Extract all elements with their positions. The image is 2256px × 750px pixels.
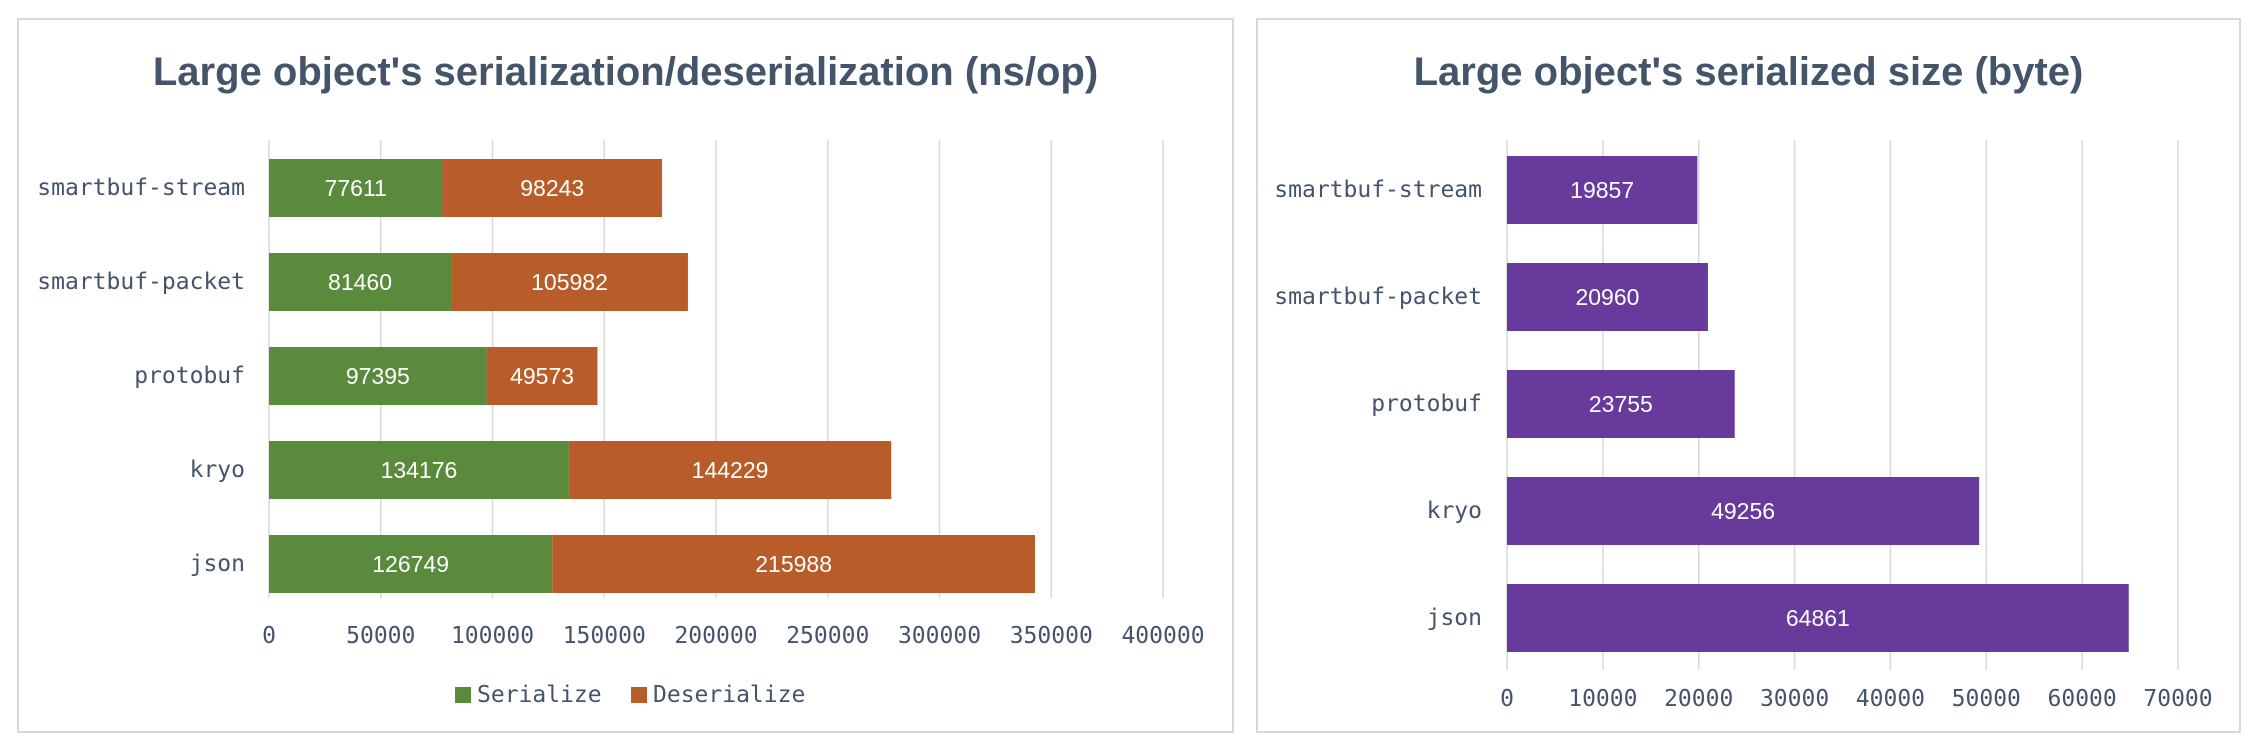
bar-value-label: 144229 bbox=[692, 457, 769, 483]
x-tick-label: 250000 bbox=[786, 623, 869, 649]
bar bbox=[442, 159, 663, 217]
x-tick-label: 200000 bbox=[674, 623, 757, 649]
x-tick-label: 0 bbox=[1500, 686, 1514, 712]
category-label: smartbuf-packet bbox=[37, 269, 245, 295]
category-label: smartbuf-packet bbox=[1274, 284, 1482, 310]
category-label: smartbuf-stream bbox=[37, 175, 245, 201]
x-tick-label: 300000 bbox=[898, 623, 981, 649]
category-label: smartbuf-stream bbox=[1274, 177, 1482, 203]
x-tick-label: 60000 bbox=[2048, 686, 2117, 712]
bar-value-label: 49256 bbox=[1711, 498, 1775, 524]
bar-value-label: 126749 bbox=[372, 551, 449, 577]
bar-value-label: 97395 bbox=[346, 363, 410, 389]
x-tick-label: 50000 bbox=[346, 623, 415, 649]
x-tick-label: 70000 bbox=[2143, 686, 2212, 712]
bar bbox=[1507, 477, 1980, 545]
bar bbox=[1507, 584, 2129, 652]
chart-title-timing: Large object's serialization/deserializa… bbox=[152, 50, 1099, 94]
bar bbox=[269, 535, 553, 593]
bar-value-label: 64861 bbox=[1786, 605, 1850, 631]
category-label: protobuf bbox=[1371, 391, 1482, 417]
chart-title-size: Large object's serialized size (byte) bbox=[1413, 50, 2084, 94]
bar bbox=[451, 253, 688, 311]
size-bar-chart: 0 10000 20000 30000 40000 50000 60000 70000 smar… bbox=[1274, 140, 2213, 712]
x-tick-label: 10000 bbox=[1568, 686, 1637, 712]
bar-value-label: 105982 bbox=[531, 269, 608, 295]
bar bbox=[1507, 156, 1698, 224]
bar bbox=[269, 253, 452, 311]
bar-value-label: 81460 bbox=[328, 269, 392, 295]
x-tick-label: 400000 bbox=[1121, 623, 1204, 649]
category-label: json bbox=[190, 551, 245, 577]
x-tick-label: 50000 bbox=[1952, 686, 2021, 712]
x-tick-label: 30000 bbox=[1760, 686, 1829, 712]
bar-value-label: 98243 bbox=[520, 175, 584, 201]
bar-value-label: 215988 bbox=[755, 551, 832, 577]
x-tick-label: 350000 bbox=[1010, 623, 1093, 649]
bar bbox=[269, 159, 443, 217]
bar-value-label: 49573 bbox=[510, 363, 574, 389]
bar bbox=[1507, 263, 1708, 331]
x-tick-label: 150000 bbox=[563, 623, 646, 649]
bar-value-label: 134176 bbox=[381, 457, 458, 483]
bar-value-label: 19857 bbox=[1570, 177, 1634, 203]
bar bbox=[552, 535, 1036, 593]
chart-panel-timing: Large object's serialization/deserializa… bbox=[17, 18, 1234, 733]
x-tick-label: 40000 bbox=[1856, 686, 1925, 712]
bar bbox=[269, 441, 569, 499]
bar-value-label: 77611 bbox=[325, 175, 387, 201]
category-label: protobuf bbox=[134, 363, 245, 389]
bar bbox=[568, 441, 892, 499]
category-label: kryo bbox=[190, 457, 245, 483]
x-tick-label: 0 bbox=[262, 623, 276, 649]
category-label: json bbox=[1427, 605, 1482, 631]
category-label: kryo bbox=[1427, 498, 1482, 524]
x-tick-label: 100000 bbox=[451, 623, 534, 649]
timing-bar-chart: 0 50000 100000 150000 200000 250000 300000 3500… bbox=[37, 140, 1205, 708]
bar-value-label: 20960 bbox=[1575, 284, 1639, 310]
bar bbox=[269, 347, 487, 405]
legend-swatch bbox=[455, 687, 471, 703]
chart-panel-size: Large object's serialized size (byte) 0 1… bbox=[1256, 18, 2241, 733]
legend-swatch bbox=[631, 687, 647, 703]
bar bbox=[486, 347, 598, 405]
bar-value-label: 23755 bbox=[1589, 391, 1653, 417]
x-tick-label: 20000 bbox=[1664, 686, 1733, 712]
legend-label: Serialize bbox=[477, 682, 602, 708]
legend-label: Deserialize bbox=[653, 682, 805, 708]
bar bbox=[1507, 370, 1735, 438]
